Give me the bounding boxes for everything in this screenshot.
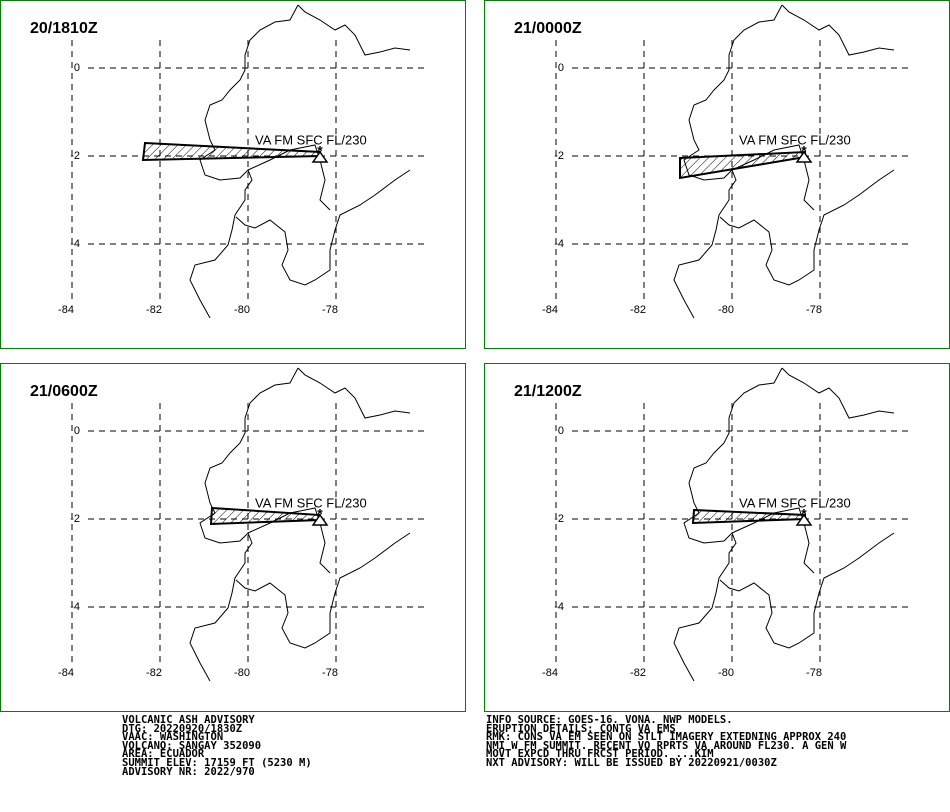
lon-label: -82 bbox=[146, 304, 162, 316]
advisory-line: VOLCANO: SANGAY 352090 bbox=[122, 739, 262, 752]
coastline bbox=[297, 4, 411, 56]
lat-label: 0 bbox=[558, 425, 564, 437]
advisory-line: DTG: 20220920/1830Z bbox=[122, 722, 243, 735]
advisory-line: AREA: ECUADOR bbox=[122, 748, 205, 761]
advisory-line: ERUPTION DETAILS: CONTG VA EMS bbox=[486, 722, 676, 735]
lat-label: 0 bbox=[558, 62, 564, 74]
lat-label: -4 bbox=[70, 601, 80, 613]
volcano-asterisk: * bbox=[317, 143, 323, 159]
panel-border bbox=[484, 0, 950, 349]
lon-label: -80 bbox=[718, 304, 734, 316]
volcano-asterisk: * bbox=[801, 143, 807, 159]
lon-label: -78 bbox=[322, 667, 338, 679]
advisory-line: SUMMIT ELEV: 17159 FT (5230 M) bbox=[122, 756, 312, 769]
lat-label: -2 bbox=[70, 150, 80, 162]
advisory-line: VAAC: WASHINGTON bbox=[122, 731, 224, 744]
panel-border bbox=[0, 363, 466, 712]
advisory-line: NMI W FM SUMMIT. RECENT VO RPRTS VA AROU… bbox=[486, 739, 847, 752]
lat-label: -2 bbox=[554, 150, 564, 162]
plume-label: VA FM SFC FL/230 bbox=[255, 132, 367, 147]
advisory-right: INFO SOURCE: GOES-16. VONA. NWP MODELS. E… bbox=[486, 714, 847, 769]
lon-label: -80 bbox=[234, 304, 250, 316]
volcano-symbol bbox=[311, 513, 329, 526]
plume-label: VA FM SFC FL/230 bbox=[739, 132, 851, 147]
map-panel: -84 -82 -80 -78 0 -2 -4 *VA FM SFC FL/230 21/000… bbox=[484, 0, 950, 349]
coastline bbox=[235, 169, 411, 286]
valid-time: 21/0000Z bbox=[514, 20, 582, 37]
valid-time: 21/0600Z bbox=[30, 383, 98, 400]
volcano-symbol bbox=[795, 513, 813, 526]
lat-label: -4 bbox=[554, 238, 564, 250]
lon-label: -80 bbox=[234, 667, 250, 679]
lon-label: -80 bbox=[718, 667, 734, 679]
coastline bbox=[189, 4, 299, 319]
coastline bbox=[673, 367, 783, 682]
lon-label: -84 bbox=[58, 667, 74, 679]
lat-label: -2 bbox=[554, 513, 564, 525]
lat-label: -4 bbox=[70, 238, 80, 250]
ash-plume bbox=[691, 508, 806, 525]
lat-label: -4 bbox=[554, 601, 564, 613]
lon-label: -84 bbox=[542, 304, 558, 316]
lon-label: -82 bbox=[630, 667, 646, 679]
lon-label: -82 bbox=[630, 304, 646, 316]
advisory-line: NXT ADVISORY: WILL BE ISSUED BY 20220921… bbox=[486, 756, 777, 769]
volcano-symbol bbox=[311, 150, 329, 163]
lon-label: -84 bbox=[58, 304, 74, 316]
advisory-line: INFO SOURCE: GOES-16. VONA. NWP MODELS. bbox=[486, 714, 733, 726]
lon-label: -78 bbox=[806, 304, 822, 316]
valid-time: 21/1200Z bbox=[514, 383, 582, 400]
advisory-line: ADVISORY NR: 2022/970 bbox=[122, 765, 255, 778]
advisory-left: VOLCANIC ASH ADVISORY DTG: 20220920/1830Z… bbox=[122, 714, 312, 778]
valid-time: 20/1810Z bbox=[30, 20, 98, 37]
coastline bbox=[781, 367, 895, 419]
coastline bbox=[719, 532, 895, 649]
coastline bbox=[189, 367, 299, 682]
map-panel: -84 -82 -80 -78 0 -2 -4 *VA FM SFC FL/230 21/120… bbox=[484, 363, 950, 712]
plume-label: VA FM SFC FL/230 bbox=[255, 495, 367, 510]
volcano-asterisk: * bbox=[801, 506, 807, 522]
lon-label: -82 bbox=[146, 667, 162, 679]
advisory-line: VOLCANIC ASH ADVISORY bbox=[122, 714, 255, 726]
coastline bbox=[297, 367, 411, 419]
lon-label: -78 bbox=[322, 304, 338, 316]
advisory-line: MOVT EXPCD THRU FRCST PERIOD. ...KIM bbox=[486, 748, 714, 761]
lat-label: 0 bbox=[74, 425, 80, 437]
panel-border bbox=[484, 363, 950, 712]
map-panel: -84 -82 -80 -78 0 -2 -4 *VA FM SFC FL/230 21/060… bbox=[0, 363, 466, 712]
map-panel: -84 -82 -80 -78 0 -2 -4 *VA FM SFC FL/230 20/181… bbox=[0, 0, 466, 349]
plume-label: VA FM SFC FL/230 bbox=[739, 495, 851, 510]
coastline bbox=[235, 532, 411, 649]
panel-border bbox=[0, 0, 466, 349]
lat-label: 0 bbox=[74, 62, 80, 74]
coastline bbox=[781, 4, 895, 56]
advisory-line: RMK: CONS VA EM SEEN ON STLT IMAGERY EXT… bbox=[486, 731, 847, 744]
lat-label: -2 bbox=[70, 513, 80, 525]
lon-label: -84 bbox=[542, 667, 558, 679]
map-grid: -84 -82 -80 -780-2-4*VA FM SFC FL/23020/181… bbox=[0, 0, 950, 712]
volcano-asterisk: * bbox=[317, 506, 323, 522]
lon-label: -78 bbox=[806, 667, 822, 679]
coastline bbox=[719, 169, 895, 286]
volcano-symbol bbox=[795, 150, 813, 163]
